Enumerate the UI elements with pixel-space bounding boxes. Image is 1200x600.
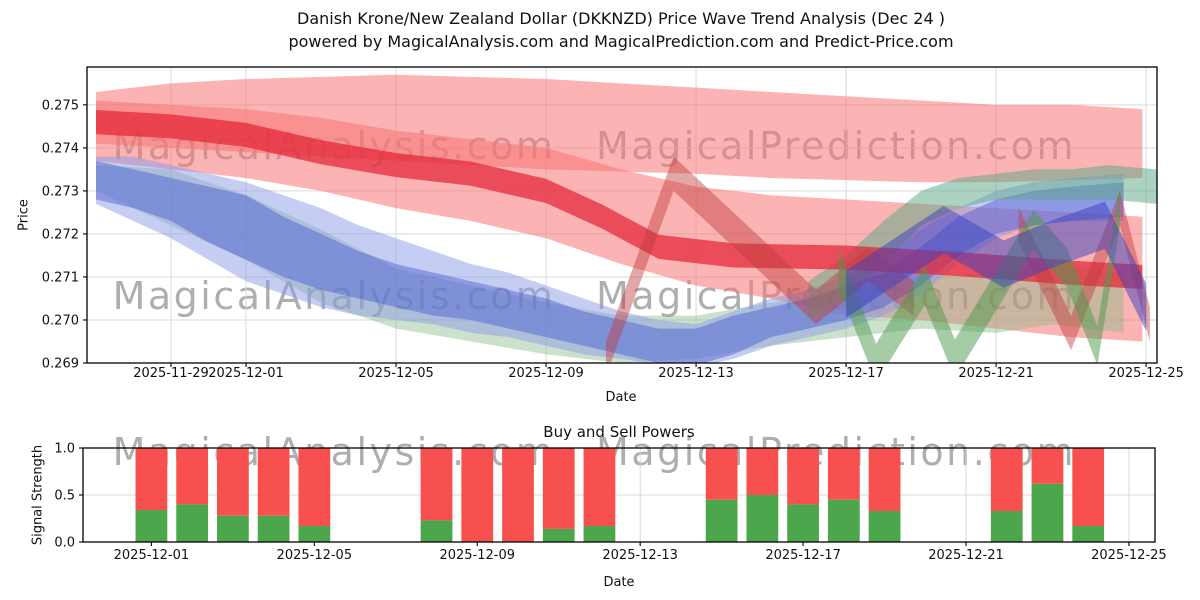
buy-bar (787, 504, 819, 542)
buy-bar (990, 510, 1023, 542)
axis-ticks: 2025-12-01 2025-12-05 2025-12-09 2025-12-13… (54, 442, 1166, 564)
sell-bar (990, 448, 1023, 511)
y-tick-label: 0.273 (42, 184, 79, 199)
figure-title-line1: Danish Krone/New Zealand Dollar (DKKNZD)… (297, 9, 945, 28)
red-zigzag-1 (606, 156, 914, 363)
buy-bar (135, 510, 168, 542)
sell-bar (1072, 448, 1105, 527)
sell-bar (257, 448, 290, 516)
buy-bar (827, 499, 860, 542)
blue-band-narrow (96, 160, 1124, 363)
sell-bar (420, 448, 453, 521)
x-tick-label: 2025-12-09 (439, 548, 515, 563)
blue-band-wide (96, 156, 1124, 363)
y-tick-label: 0.275 (42, 98, 79, 113)
x-tick-label: 2025-12-17 (765, 548, 841, 563)
sell-bar (705, 448, 738, 500)
x-tick-label: 2025-12-25 (1091, 548, 1167, 563)
red-trend-stripe (96, 110, 1143, 289)
x-tick-label: 2025-12-05 (358, 366, 434, 381)
axis-ticks: 2025-11-29 2025-12-01 2025-12-05 2025-12-09… (42, 98, 1184, 381)
sell-bar (502, 448, 534, 542)
signal-strength-axis-label: Signal Strength (30, 444, 46, 546)
x-tick-label: 2025-12-21 (928, 548, 1004, 563)
power-chart-bars (135, 448, 1105, 542)
buy-bar (1072, 526, 1105, 542)
sell-bar (176, 448, 209, 505)
sell-bar (217, 448, 249, 516)
y-tick-label: 1.0 (54, 442, 75, 457)
buy-bar (746, 495, 779, 542)
date-axis-label-top: Date (605, 390, 637, 405)
x-tick-label: 2025-12-09 (508, 366, 584, 381)
sell-bar (868, 448, 901, 511)
x-tick-label: 2025-12-01 (208, 366, 284, 381)
buy-bar (705, 499, 738, 542)
plot-border (86, 66, 1158, 364)
price-chart-bands (96, 74, 1157, 363)
x-tick-label: 2025-12-21 (958, 366, 1034, 381)
sell-bar (746, 448, 779, 495)
sell-bar (542, 448, 575, 529)
sell-bar (298, 448, 331, 527)
sell-bar (827, 448, 860, 500)
y-tick-label: 0.272 (42, 227, 79, 242)
x-tick-label: 2025-12-13 (602, 548, 678, 563)
sell-bar (461, 448, 494, 542)
buy-bar (217, 515, 249, 542)
buy-bar (542, 528, 575, 542)
y-tick-label: 0.5 (54, 489, 75, 504)
x-tick-label: 2025-12-05 (277, 548, 353, 563)
x-tick-label: 2025-12-25 (1108, 366, 1184, 381)
buy-bar (868, 510, 901, 542)
y-tick-label: 0.0 (54, 536, 75, 551)
sell-bar (787, 448, 819, 505)
x-tick-label: 2025-11-29 (133, 366, 209, 381)
y-tick-label: 0.274 (42, 141, 79, 156)
green-band-upper (808, 165, 1157, 320)
x-tick-label: 2025-12-17 (808, 366, 884, 381)
x-tick-label: 2025-12-01 (114, 548, 190, 563)
buy-bar (176, 504, 209, 542)
buy-bar (1031, 483, 1064, 542)
y-tick-label: 0.270 (42, 313, 79, 328)
buy-bar (257, 515, 290, 542)
y-tick-label: 0.269 (42, 357, 79, 372)
x-tick-label: 2025-12-13 (658, 366, 734, 381)
buy-bar (583, 526, 616, 542)
buy-bar (420, 520, 453, 542)
price-axis-label: Price (16, 199, 32, 231)
blue-zigzag (846, 201, 1147, 331)
date-axis-label-bottom: Date (603, 575, 635, 590)
sell-bar (135, 448, 168, 511)
bar-chart-title: Buy and Sell Powers (543, 423, 695, 441)
sell-bar (583, 448, 616, 527)
buy-bar (298, 526, 331, 542)
y-tick-label: 0.271 (42, 270, 79, 285)
sell-bar (1031, 448, 1064, 484)
figure-title-line2: powered by MagicalAnalysis.com and Magic… (288, 32, 954, 51)
